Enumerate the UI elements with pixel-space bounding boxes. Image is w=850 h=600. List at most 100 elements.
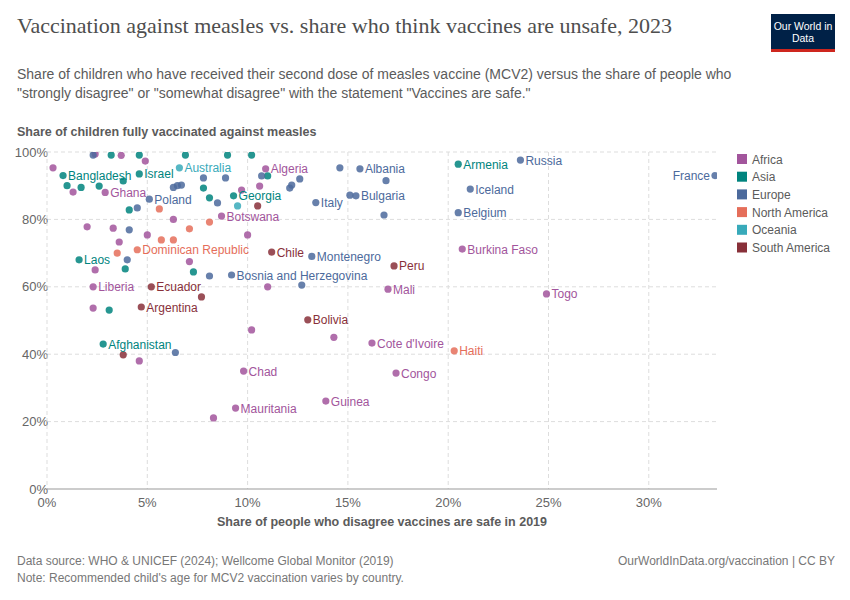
title: Vaccination against measles vs. share wh…	[17, 14, 707, 38]
x-tick-label: 10%	[235, 495, 261, 510]
point	[206, 218, 213, 225]
point	[222, 174, 229, 181]
point-label: Albania	[365, 162, 405, 176]
point	[172, 349, 179, 356]
point	[248, 326, 255, 333]
point	[234, 202, 241, 209]
point	[200, 174, 207, 181]
source: Data source: WHO & UNICEF (2024); Wellco…	[17, 554, 394, 568]
point	[467, 185, 474, 192]
point	[136, 152, 143, 159]
point	[182, 152, 189, 159]
point-label: Mauritania	[241, 402, 297, 416]
x-grid-line	[47, 152, 48, 489]
y-tick-label: 40%	[22, 347, 48, 362]
y-grid-line	[47, 354, 717, 355]
point	[711, 172, 717, 179]
point	[459, 245, 466, 252]
point	[232, 405, 239, 412]
point	[308, 253, 315, 260]
point	[102, 189, 109, 196]
legend-label: Asia	[752, 170, 776, 184]
point	[136, 357, 143, 364]
point	[356, 165, 363, 172]
point-label: Algeria	[271, 162, 309, 176]
point	[228, 271, 235, 278]
point-label: Russia	[525, 154, 562, 168]
point	[390, 262, 397, 269]
point	[134, 246, 141, 253]
point	[63, 182, 70, 189]
point	[96, 182, 103, 189]
point-label: Ghana	[110, 186, 146, 200]
y-axis-title: Share of children fully vaccinated again…	[17, 125, 316, 139]
point	[170, 184, 177, 191]
point	[69, 189, 76, 196]
point	[126, 226, 133, 233]
point	[298, 282, 305, 289]
legend-swatch	[737, 243, 747, 253]
point	[178, 181, 185, 188]
point	[190, 268, 197, 275]
point-label: Argentina	[146, 301, 198, 315]
point-label: Chad	[249, 365, 278, 379]
point	[148, 283, 155, 290]
point	[90, 152, 97, 159]
point	[170, 216, 177, 223]
point	[248, 152, 255, 159]
x-axis-title: Share of people who disagree vaccines ar…	[217, 515, 547, 529]
point	[455, 161, 462, 168]
point-label: Congo	[401, 367, 437, 381]
x-grid-line	[648, 152, 649, 489]
point	[138, 303, 145, 310]
y-tick-label: 80%	[22, 212, 48, 227]
point	[296, 175, 303, 182]
point	[49, 164, 56, 171]
point	[455, 209, 462, 216]
point	[304, 316, 311, 323]
x-tick-label: 5%	[138, 495, 157, 510]
point	[451, 347, 458, 354]
x-grid-line	[448, 152, 449, 489]
point	[142, 157, 149, 164]
point	[84, 223, 91, 230]
point-label: Armenia	[463, 158, 508, 172]
legend-swatch	[737, 172, 747, 182]
point	[198, 293, 205, 300]
point	[206, 194, 213, 201]
point-label: Chile	[277, 246, 305, 260]
point	[126, 206, 133, 213]
x-tick-label: 25%	[535, 495, 561, 510]
point	[218, 212, 225, 219]
point-label: Cote d'Ivoire	[377, 337, 444, 351]
logo: Our World in Data	[771, 14, 835, 52]
point-label: Iceland	[475, 183, 514, 197]
point-label: Mali	[393, 283, 415, 297]
legend-swatch	[737, 225, 747, 235]
point	[108, 152, 115, 159]
point	[224, 152, 231, 159]
point	[543, 290, 550, 297]
point	[392, 369, 399, 376]
point-label: Bolivia	[313, 313, 349, 327]
point-label: Georgia	[239, 189, 282, 203]
legend-label: North America	[752, 206, 828, 220]
point	[110, 225, 117, 232]
credit: OurWorldInData.org/vaccination | CC BY	[618, 554, 835, 568]
point-label: Haiti	[459, 344, 483, 358]
point	[124, 256, 131, 263]
point	[146, 196, 153, 203]
point	[90, 304, 97, 311]
x-grid-line	[147, 152, 148, 489]
point-label: Italy	[321, 196, 343, 210]
point-label: France	[673, 169, 711, 183]
note: Note: Recommended child's age for MCV2 v…	[17, 571, 404, 585]
legend-label: Europe	[752, 188, 791, 202]
point	[230, 192, 237, 199]
x-tick-label: 15%	[335, 495, 361, 510]
point	[268, 248, 275, 255]
point	[59, 172, 66, 179]
legend-swatch	[737, 207, 747, 217]
subtitle: Share of children who have received thei…	[17, 65, 757, 103]
point	[312, 199, 319, 206]
